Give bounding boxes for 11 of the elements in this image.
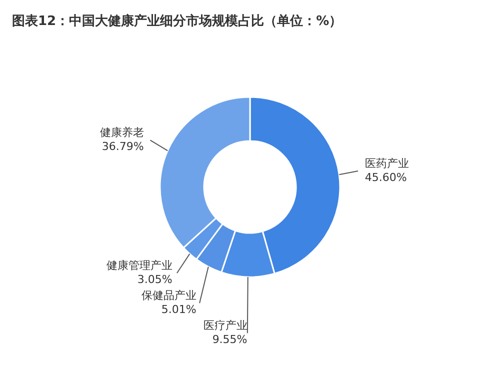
data-label: 36.79% (102, 140, 144, 154)
slice-label: 健康管理产业 (106, 259, 172, 272)
slice-label: 保健品产业 (141, 289, 196, 302)
data-label: 45.60% (364, 171, 407, 184)
slice-label: 医药产业 (364, 157, 409, 170)
slice-label: 健康养老 (100, 126, 144, 140)
chart-title: 图表12：中国大健康产业细分市场规模占比（单位：%） (11, 12, 344, 30)
data-label: 5.01% (161, 303, 196, 316)
data-label: 3.05% (137, 273, 172, 286)
data-label: 9.55% (212, 333, 248, 346)
slice-label: 医疗产业 (203, 319, 248, 332)
